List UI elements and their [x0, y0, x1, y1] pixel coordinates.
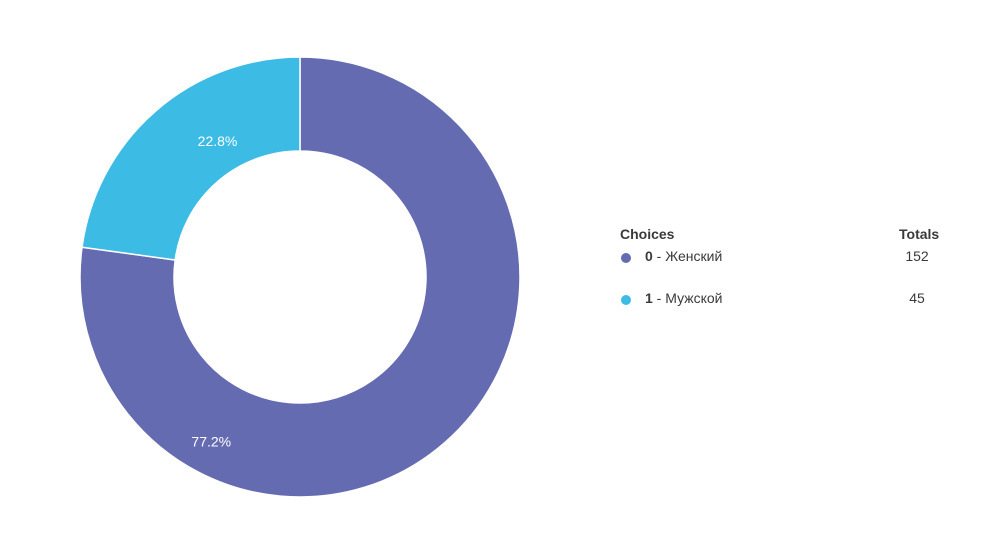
- legend-choice-separator: -: [652, 248, 666, 264]
- donut-slices: [79, 56, 521, 498]
- chart-legend: Choices Totals 0 - Женский 152 1 - Мужск…: [620, 226, 940, 332]
- legend-choice-male: 1 - Мужской: [645, 290, 722, 306]
- legend-choice-female: 0 - Женский: [645, 248, 722, 264]
- legend-header-choices: Choices: [620, 226, 675, 242]
- slice-label-male: 22.8%: [198, 133, 238, 149]
- donut-slice-male[interactable]: [81, 56, 301, 261]
- donut-slice-labels: 77.2% 22.8%: [191, 133, 237, 450]
- legend-choice-code: 1: [645, 290, 653, 306]
- legend-row-female[interactable]: 0 - Женский 152: [620, 248, 940, 290]
- legend-choice-label: Мужской: [665, 290, 723, 306]
- legend-choice-code: 0: [645, 248, 653, 264]
- donut-slice-female[interactable]: [79, 56, 521, 498]
- donut-chart: 77.2% 22.8%: [79, 56, 521, 498]
- legend-total-female: 152: [905, 248, 929, 264]
- legend-row-male[interactable]: 1 - Мужской 45: [620, 290, 940, 332]
- legend-header: Choices Totals: [620, 226, 940, 248]
- slice-label-female: 77.2%: [191, 434, 231, 450]
- legend-choice-separator: -: [652, 290, 666, 306]
- legend-header-totals: Totals: [899, 226, 940, 242]
- legend-total-male: 45: [909, 290, 925, 306]
- legend-choice-label: Женский: [665, 248, 723, 264]
- legend-dot-male-icon: [621, 295, 631, 305]
- legend-dot-female-icon: [621, 253, 631, 263]
